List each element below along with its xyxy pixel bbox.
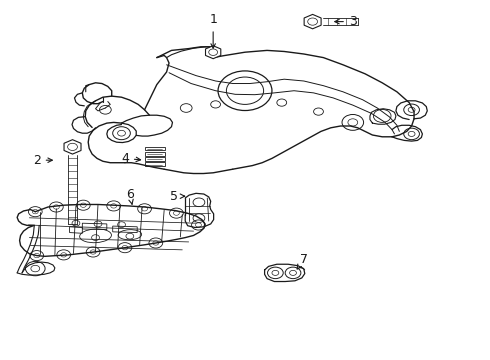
Polygon shape (304, 14, 321, 29)
Polygon shape (205, 46, 221, 59)
Text: 6: 6 (126, 188, 134, 204)
Text: 3: 3 (335, 15, 357, 28)
Text: 4: 4 (121, 152, 141, 165)
Text: 2: 2 (33, 154, 52, 167)
Polygon shape (64, 140, 81, 154)
Text: 7: 7 (297, 253, 308, 269)
Text: 1: 1 (209, 13, 217, 48)
Text: 5: 5 (170, 190, 185, 203)
